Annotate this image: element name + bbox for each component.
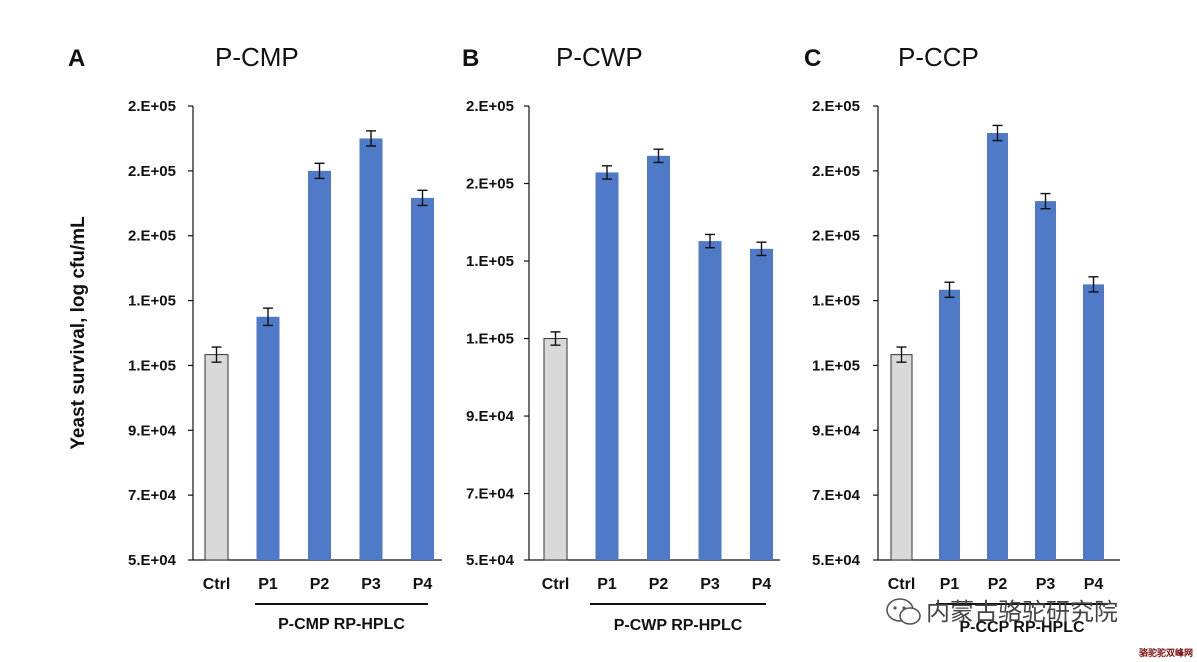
y-tick-label: 9.E+04 — [466, 408, 515, 425]
y-tick-label: 2.E+05 — [812, 98, 860, 115]
y-tick-label: 2.E+05 — [128, 163, 176, 180]
y-tick-label: 5.E+04 — [128, 552, 177, 569]
panel-letter: C — [804, 45, 821, 72]
wechat-eye — [893, 606, 897, 610]
x-axis-label: P-CMP RP-HPLC — [278, 616, 405, 633]
wechat-eye — [902, 606, 906, 610]
bar-ctrl — [890, 354, 913, 561]
bar-p4 — [1083, 284, 1104, 560]
x-category-label: P2 — [649, 576, 669, 593]
x-category-label: P4 — [752, 576, 772, 593]
y-tick-label: 7.E+04 — [466, 486, 515, 503]
x-category-label: Ctrl — [888, 576, 916, 593]
y-tick-label: 2.E+05 — [812, 163, 860, 180]
bar-p4 — [411, 197, 434, 560]
x-category-label: P2 — [310, 576, 330, 593]
y-tick-label: 1.E+05 — [128, 293, 176, 310]
chart-title: P-CWP — [556, 42, 643, 72]
chart-panel-a: A P-CMP 5.E+04 7.E+04 9.E+04 1.E+05 1.E+05 2.E+… — [68, 42, 442, 633]
y-tick-label: 2.E+05 — [466, 98, 514, 115]
bar-ctrl — [204, 354, 229, 561]
wechat-icon — [886, 598, 921, 625]
y-tick-label: 7.E+04 — [128, 487, 177, 504]
x-category-label: P4 — [413, 576, 433, 593]
x-axis-label: P-CWP RP-HPLC — [614, 617, 743, 634]
bar-p2 — [987, 133, 1008, 560]
x-category-label: P3 — [700, 576, 720, 593]
y-tick-label: 5.E+04 — [466, 552, 515, 569]
panel-letter: B — [462, 45, 479, 72]
bar-p3 — [1035, 201, 1056, 560]
bar-p3 — [359, 138, 383, 560]
x-category-label: P4 — [1084, 576, 1104, 593]
watermark-text: 内蒙古骆驼研究院 — [926, 598, 1118, 626]
y-tick-label: 1.E+05 — [812, 357, 860, 374]
bar-p1 — [256, 316, 280, 560]
chart-panel-c: C P-CCP 5.E+04 7.E+04 9.E+04 1.E+05 1.E+05 2.E+… — [804, 42, 1120, 636]
x-category-label: P1 — [597, 576, 617, 593]
y-tick-label: 2.E+05 — [466, 176, 514, 193]
bar-p2 — [308, 170, 331, 560]
y-tick-label: 1.E+05 — [466, 331, 514, 348]
wechat-bubble-small — [899, 607, 921, 625]
bar-p2 — [647, 155, 670, 560]
y-tick-label: 1.E+05 — [466, 253, 514, 270]
y-tick-label: 2.E+05 — [128, 228, 176, 245]
x-category-label: Ctrl — [542, 576, 570, 593]
x-category-label: Ctrl — [203, 576, 231, 593]
y-tick-label: 1.E+05 — [812, 293, 860, 310]
y-tick-label: 7.E+04 — [812, 487, 861, 504]
x-axis-label: P-CCP RP-HPLC — [959, 619, 1084, 636]
x-category-label: P3 — [361, 576, 381, 593]
bar-ctrl — [543, 338, 568, 561]
y-tick-label: 1.E+05 — [128, 357, 176, 374]
panel-letter: A — [68, 45, 85, 72]
corner-watermark: 骆驼驼双峰网 — [1139, 647, 1193, 659]
chart-panel-b: B P-CWP 5.E+04 7.E+04 9.E+04 1.E+05 1.E+05 2.E+… — [462, 42, 780, 634]
y-tick-label: 2.E+05 — [128, 98, 176, 115]
chart-title: P-CMP — [215, 42, 299, 72]
bar-p1 — [939, 289, 960, 560]
y-tick-label: 2.E+05 — [812, 228, 860, 245]
x-category-label: P3 — [1036, 576, 1056, 593]
x-category-label: P1 — [258, 576, 278, 593]
x-category-label: P1 — [940, 576, 960, 593]
chart-title: P-CCP — [898, 42, 979, 72]
bar-p1 — [595, 172, 619, 560]
bar-p4 — [750, 248, 773, 560]
y-axis-label: Yeast survival, log cfu/mL — [68, 216, 89, 450]
bar-p3 — [698, 241, 722, 560]
y-tick-label: 9.E+04 — [128, 422, 177, 439]
y-tick-label: 9.E+04 — [812, 422, 861, 439]
y-tick-label: 5.E+04 — [812, 552, 861, 569]
x-category-label: P2 — [988, 576, 1008, 593]
